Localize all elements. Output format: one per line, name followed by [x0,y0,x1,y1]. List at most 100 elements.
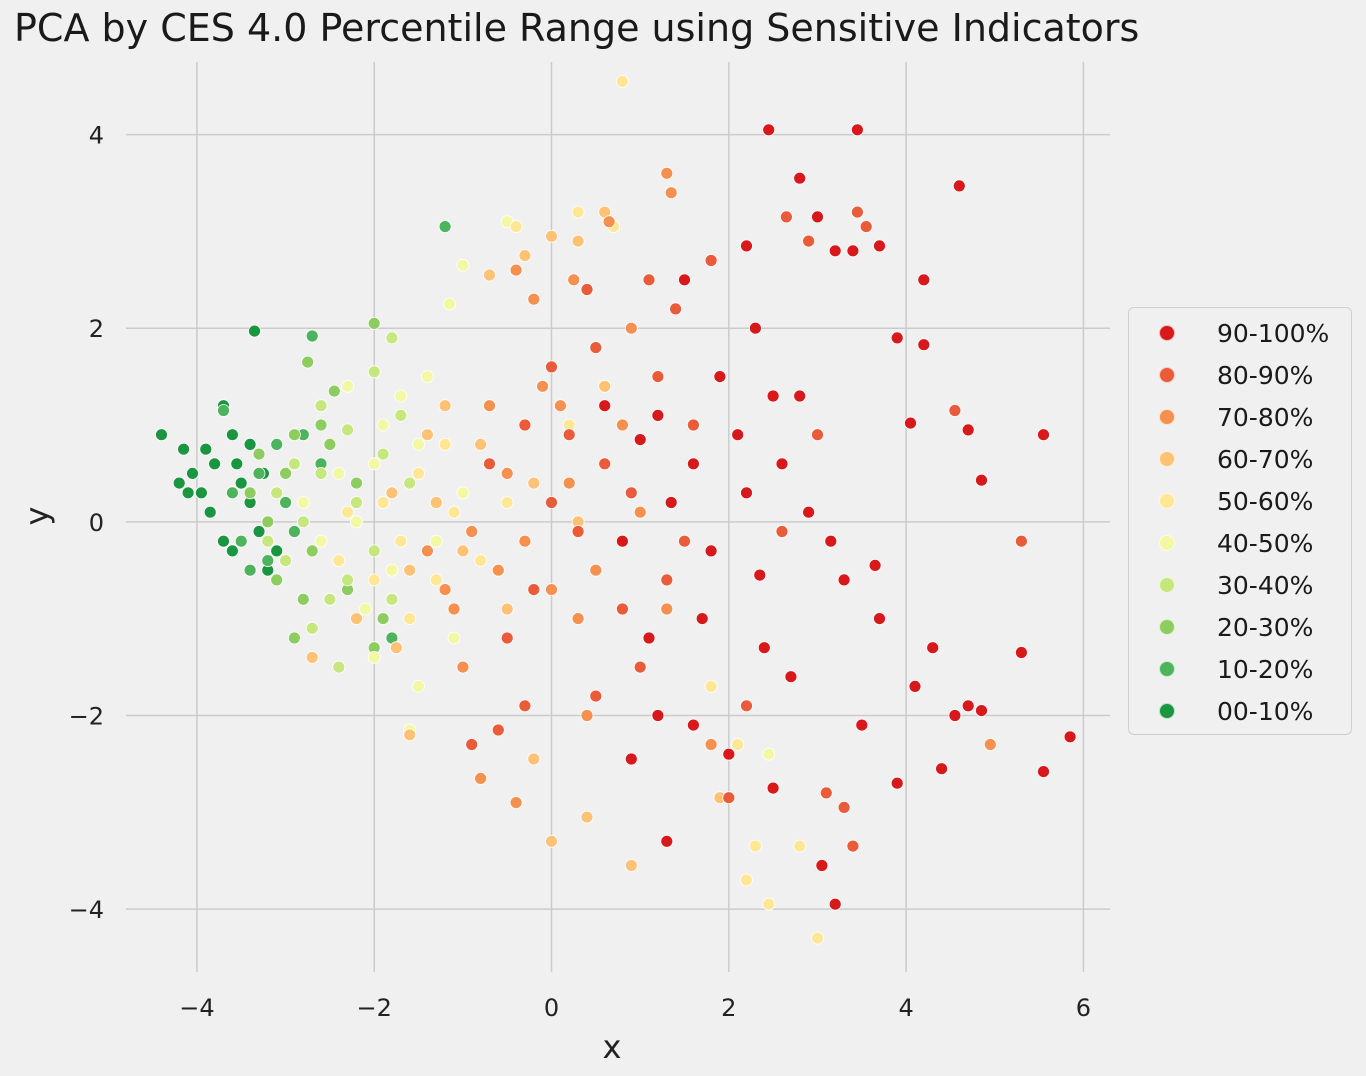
data-point [456,258,470,272]
data-point [443,297,457,311]
data-point [664,186,678,200]
data-point [545,360,558,374]
data-point [616,75,629,88]
data-point [270,573,284,587]
data-point [722,747,736,761]
y-tick-label: 4 [89,122,104,150]
data-point [580,810,594,824]
data-point [248,324,261,338]
data-point [350,515,363,529]
legend-marker [1159,325,1175,341]
data-point [740,699,753,713]
data-point [323,437,337,451]
data-point [483,399,496,413]
data-point [660,834,674,848]
data-point [350,496,363,509]
data-point [624,486,638,500]
data-point [270,437,284,451]
data-point [155,428,168,442]
data-point [687,457,700,471]
data-point [350,476,363,490]
data-point [509,263,523,277]
data-point [589,689,603,703]
data-point [828,897,842,911]
data-point [678,534,691,548]
data-point [753,568,767,582]
data-point [948,404,962,417]
data-point [341,573,355,587]
data-point [403,728,417,742]
legend-marker [1159,409,1175,425]
data-point [598,399,612,413]
data-point [332,554,346,567]
legend-label: 40-50% [1217,528,1314,558]
data-point [385,563,399,577]
data-point [172,476,186,490]
legend-label: 30-40% [1217,570,1314,600]
data-point [651,370,665,384]
data-point [456,660,470,674]
x-tick-label: −2 [357,994,392,1022]
data-point [394,389,408,403]
data-point [757,641,771,655]
data-point [367,457,381,471]
data-point [554,399,567,413]
data-point [873,239,886,253]
data-point [811,210,824,224]
data-point [846,839,860,853]
data-point [305,651,319,664]
data-point [261,534,275,548]
data-point [908,680,922,693]
y-tick-label: −4 [69,896,104,924]
x-tick-label: −4 [179,994,214,1022]
data-point [793,171,807,185]
data-point [527,476,541,490]
data-point [341,379,355,393]
data-point [749,321,762,335]
data-point [208,457,222,471]
data-point [616,534,629,548]
legend-item: 60-70% [1129,438,1351,480]
data-point [793,839,807,853]
data-point [367,651,381,664]
data-point [491,723,505,737]
x-tick-label: 0 [544,994,559,1022]
data-point [1037,428,1050,442]
data-point [332,660,346,674]
data-point [731,738,745,751]
data-point [704,738,718,751]
data-point [545,583,558,596]
data-point [491,563,505,577]
data-point [225,544,239,558]
data-point [948,709,962,722]
legend-label: 50-60% [1217,486,1314,516]
data-point [279,554,293,567]
data-point [243,563,257,577]
data-point [412,680,425,693]
data-point [305,621,319,635]
data-point [567,273,581,287]
data-point [420,370,434,384]
data-point [438,220,452,234]
legend-marker [1159,535,1175,551]
data-point [961,699,975,713]
data-point [642,631,656,645]
data-point [624,859,638,872]
data-point [252,525,266,538]
data-point [287,525,301,538]
data-point [376,418,390,432]
data-point [287,428,301,442]
legend-item: 70-80% [1129,396,1351,438]
legend: 90-100% 80-90% 70-80% 60-70% 50-60% 40-50% 30-… [1128,307,1352,735]
data-point [793,389,807,403]
data-point [837,801,851,814]
data-point [660,602,674,616]
data-point [855,718,869,732]
legend-marker [1159,577,1175,593]
data-point [1037,765,1050,778]
data-point [243,486,257,500]
data-point [225,486,239,500]
legend-item: 80-90% [1129,354,1351,396]
data-point [252,466,266,480]
